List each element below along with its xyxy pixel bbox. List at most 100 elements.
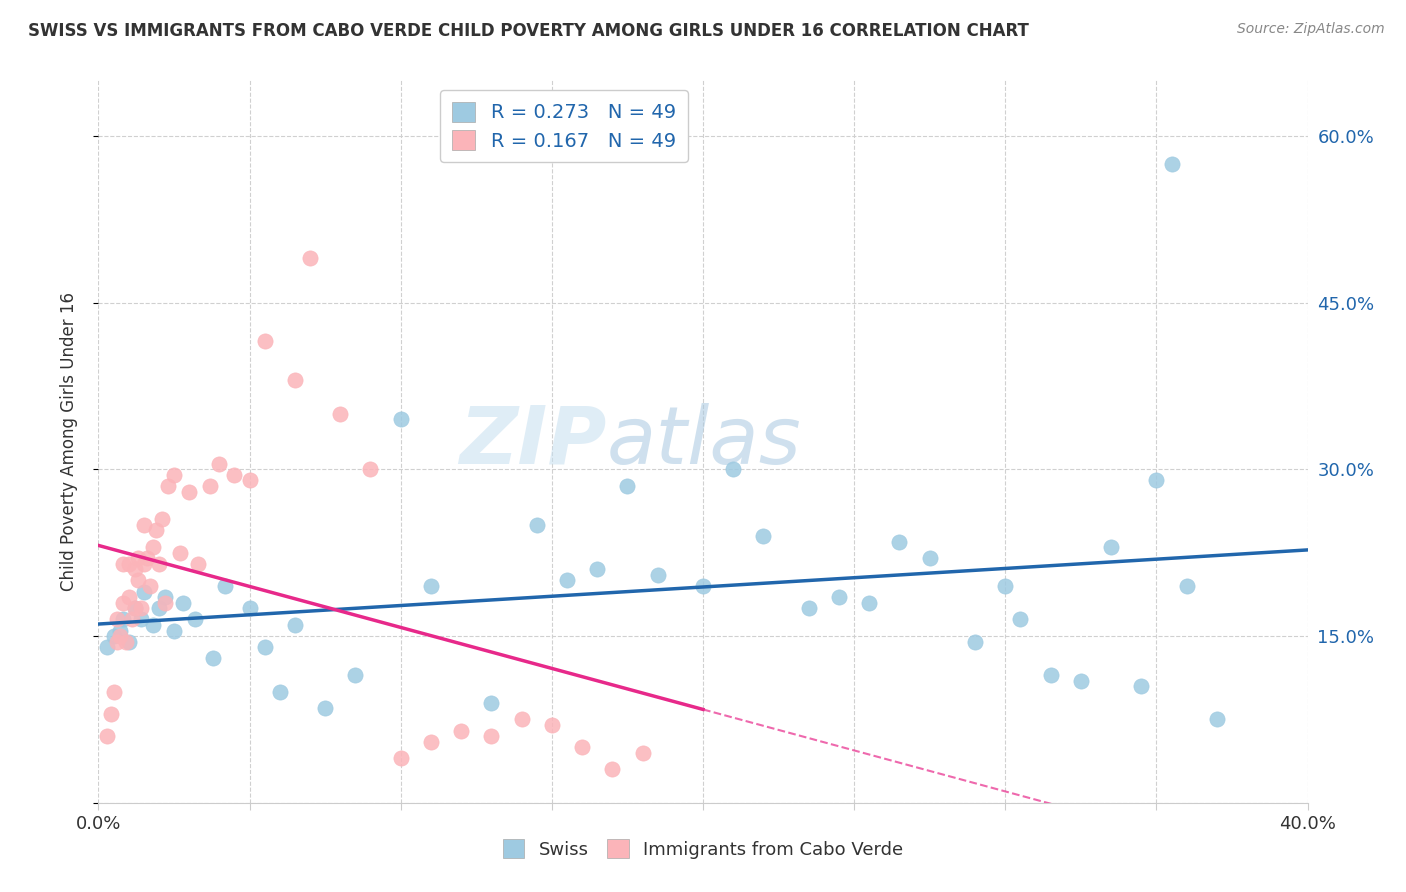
Point — [118, 557, 141, 571]
Point — [224, 467, 246, 482]
Point — [148, 601, 170, 615]
Point — [163, 624, 186, 638]
Point — [239, 474, 262, 488]
Point — [1144, 474, 1167, 488]
Point — [571, 740, 593, 755]
Point — [389, 412, 412, 426]
Point — [481, 729, 503, 743]
Point — [450, 723, 472, 738]
Point — [526, 517, 548, 532]
Point — [214, 579, 236, 593]
Point — [129, 612, 152, 626]
Point — [124, 562, 146, 576]
Point — [481, 696, 503, 710]
Point — [132, 517, 155, 532]
Point — [103, 629, 125, 643]
Point — [692, 579, 714, 593]
Y-axis label: Child Poverty Among Girls Under 16: Child Poverty Among Girls Under 16 — [59, 292, 77, 591]
Point — [200, 479, 222, 493]
Point — [616, 479, 638, 493]
Text: atlas: atlas — [606, 402, 801, 481]
Point — [1099, 540, 1122, 554]
Point — [118, 590, 141, 604]
Point — [111, 612, 134, 626]
Point — [105, 612, 128, 626]
Point — [114, 634, 136, 648]
Text: Source: ZipAtlas.com: Source: ZipAtlas.com — [1237, 22, 1385, 37]
Point — [420, 579, 443, 593]
Point — [1010, 612, 1032, 626]
Point — [139, 579, 162, 593]
Point — [127, 574, 149, 588]
Point — [135, 551, 157, 566]
Legend: Swiss, Immigrants from Cabo Verde: Swiss, Immigrants from Cabo Verde — [495, 832, 911, 866]
Point — [797, 601, 820, 615]
Point — [202, 651, 225, 665]
Point — [631, 746, 654, 760]
Point — [239, 601, 262, 615]
Point — [153, 596, 176, 610]
Point — [329, 407, 352, 421]
Point — [858, 596, 880, 610]
Point — [96, 640, 118, 655]
Point — [179, 484, 201, 499]
Point — [169, 546, 191, 560]
Point — [1206, 713, 1229, 727]
Point — [105, 634, 128, 648]
Point — [344, 668, 367, 682]
Point — [510, 713, 533, 727]
Point — [965, 634, 987, 648]
Point — [129, 601, 152, 615]
Point — [555, 574, 578, 588]
Point — [918, 551, 941, 566]
Point — [420, 734, 443, 748]
Point — [1039, 668, 1062, 682]
Point — [208, 457, 231, 471]
Point — [124, 601, 146, 615]
Point — [156, 479, 179, 493]
Point — [284, 373, 307, 387]
Point — [100, 706, 122, 721]
Point — [752, 529, 775, 543]
Point — [647, 568, 669, 582]
Point — [121, 612, 143, 626]
Point — [314, 701, 336, 715]
Point — [284, 618, 307, 632]
Point — [172, 596, 194, 610]
Point — [994, 579, 1017, 593]
Point — [145, 524, 167, 538]
Point — [150, 512, 173, 526]
Point — [889, 534, 911, 549]
Point — [828, 590, 851, 604]
Text: SWISS VS IMMIGRANTS FROM CABO VERDE CHILD POVERTY AMONG GIRLS UNDER 16 CORRELATI: SWISS VS IMMIGRANTS FROM CABO VERDE CHIL… — [28, 22, 1029, 40]
Point — [187, 557, 209, 571]
Point — [111, 596, 134, 610]
Point — [1175, 579, 1198, 593]
Point — [184, 612, 207, 626]
Point — [118, 634, 141, 648]
Point — [163, 467, 186, 482]
Point — [1070, 673, 1092, 688]
Point — [127, 551, 149, 566]
Point — [108, 629, 131, 643]
Point — [132, 557, 155, 571]
Point — [148, 557, 170, 571]
Point — [132, 584, 155, 599]
Point — [360, 462, 382, 476]
Point — [153, 590, 176, 604]
Point — [602, 763, 624, 777]
Point — [96, 729, 118, 743]
Point — [540, 718, 562, 732]
Point — [253, 334, 276, 349]
Point — [124, 601, 146, 615]
Point — [142, 540, 165, 554]
Point — [111, 557, 134, 571]
Point — [253, 640, 276, 655]
Point — [723, 462, 745, 476]
Point — [299, 251, 322, 265]
Point — [586, 562, 609, 576]
Point — [1160, 156, 1182, 170]
Point — [103, 684, 125, 698]
Point — [142, 618, 165, 632]
Point — [269, 684, 291, 698]
